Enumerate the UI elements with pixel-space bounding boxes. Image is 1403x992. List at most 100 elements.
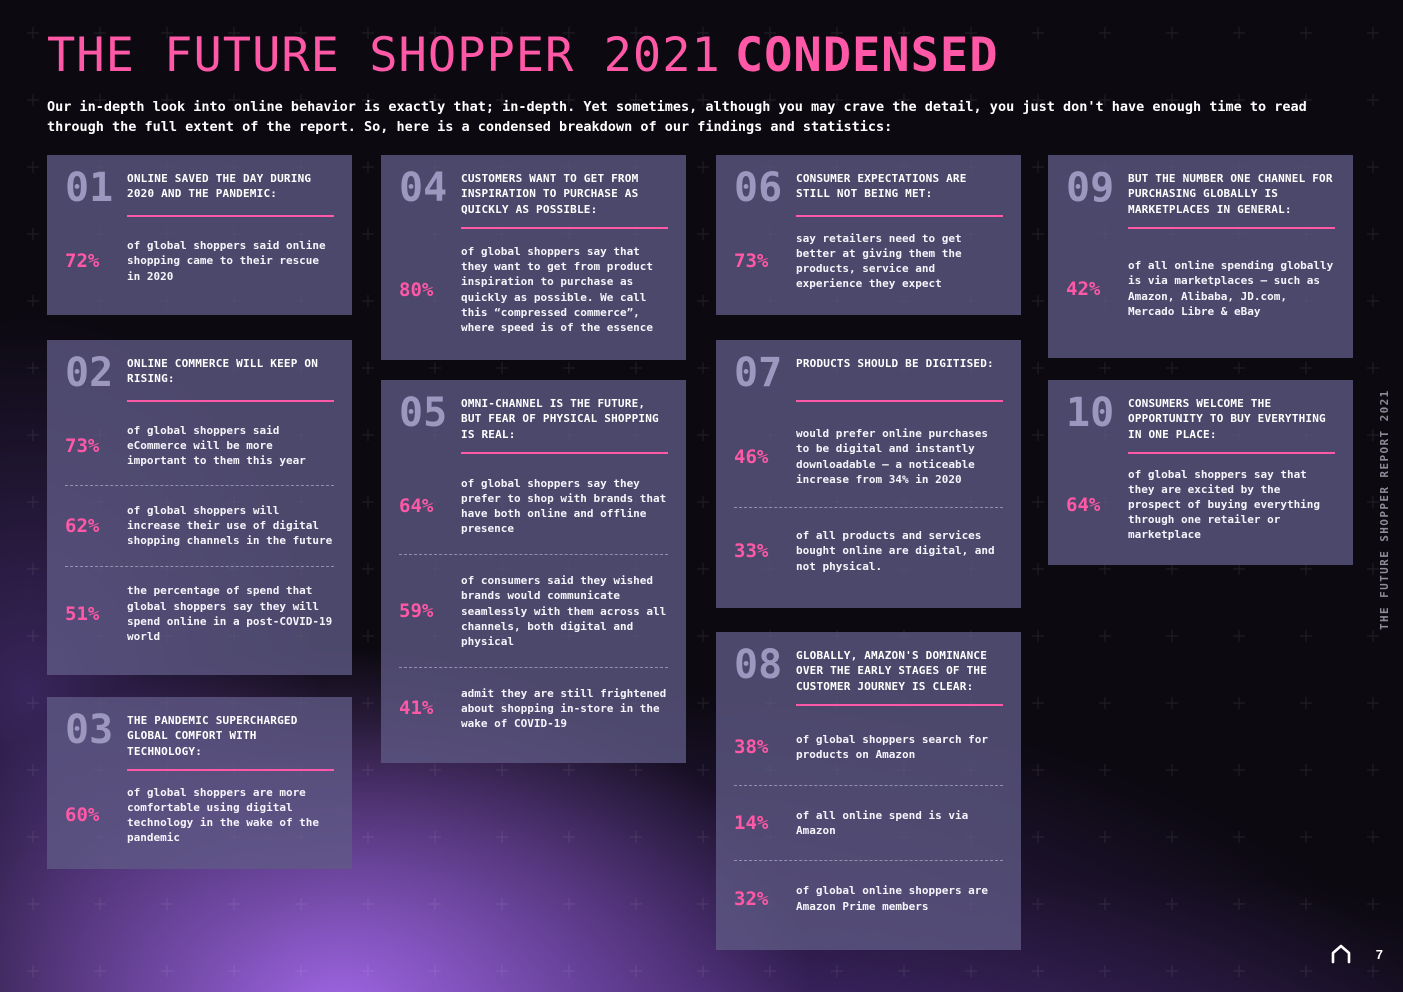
stat-value: 38% xyxy=(734,736,769,759)
pink-divider xyxy=(127,769,334,772)
stat-value: 41% xyxy=(399,697,434,720)
card-heading: CONSUMER EXPECTATIONS ARE STILL NOT BEIN… xyxy=(796,172,967,201)
card-header: 08 GLOBALLY, AMAZON'S DOMINANCE OVER THE… xyxy=(734,642,1003,694)
pink-divider xyxy=(796,215,1003,217)
stat-row: 73% say retailers need to get better at … xyxy=(734,228,1003,295)
pink-divider xyxy=(127,215,334,217)
card-heading: GLOBALLY, AMAZON'S DOMINANCE OVER THE EA… xyxy=(796,649,988,693)
pink-divider xyxy=(461,227,668,230)
card-heading: PRODUCTS SHOULD BE DIGITISED: xyxy=(796,357,994,370)
stat-value: 62% xyxy=(65,514,100,537)
intro-paragraph: Our in-depth look into online behavior i… xyxy=(47,99,1307,135)
card-number: 04 xyxy=(399,165,448,211)
card-number: 02 xyxy=(65,350,114,396)
card-heading: CONSUMERS WELCOME THE OPPORTUNITY TO BUY… xyxy=(1128,397,1326,441)
card-stats: 72% of global shoppers said online shopp… xyxy=(65,223,334,299)
dashed-divider xyxy=(65,565,334,567)
card-number: 07 xyxy=(734,350,783,396)
stat-row: 38% of global shoppers search for produc… xyxy=(734,729,1003,765)
stat-value: 59% xyxy=(399,600,434,623)
card-number: 09 xyxy=(1066,165,1115,211)
stat-card-04: 04 CUSTOMERS WANT TO GET FROM INSPIRATIO… xyxy=(381,155,686,360)
stat-text: of all online spend is via Amazon xyxy=(796,808,969,838)
card-header: 02 ONLINE COMMERCE WILL KEEP ON RISING: xyxy=(65,350,334,396)
card-number: 01 xyxy=(65,165,114,211)
pink-divider xyxy=(127,400,334,402)
stat-row: 14% of all online spend is via Amazon xyxy=(734,805,1003,841)
stat-text: of consumers said they wished brands wou… xyxy=(461,574,667,648)
stat-card-03: 03 THE PANDEMIC SUPERCHARGED GLOBAL COMF… xyxy=(47,697,352,869)
card-stats: 73% of global shoppers said eCommerce wi… xyxy=(65,408,334,659)
stat-row: 64% of global shoppers say that they are… xyxy=(1066,464,1335,546)
home-arch-logo-icon xyxy=(1331,944,1351,964)
stat-row: 80% of global shoppers say that they wan… xyxy=(399,241,668,338)
stat-card-01: 01 ONLINE SAVED THE DAY DURING 2020 AND … xyxy=(47,155,352,315)
stat-row: 64% of global shoppers say they prefer t… xyxy=(399,473,668,540)
stat-card-07: 07 PRODUCTS SHOULD BE DIGITISED: 46% wou… xyxy=(716,340,1021,608)
page-title-bold: CONDENSED xyxy=(734,28,999,83)
stat-value: 72% xyxy=(65,249,100,272)
stat-value: 64% xyxy=(1066,493,1101,516)
stat-text: of global shoppers search for products o… xyxy=(796,733,989,762)
stat-value: 32% xyxy=(734,887,769,910)
report-spine-label: THE FUTURE SHOPPER REPORT 2021 xyxy=(1378,389,1391,630)
stat-row: 46% would prefer online purchases to be … xyxy=(734,423,1003,490)
stat-row: 41% admit they are still frightened abou… xyxy=(399,683,668,735)
stat-card-08: 08 GLOBALLY, AMAZON'S DOMINANCE OVER THE… xyxy=(716,632,1021,950)
stat-text: of global shoppers say they prefer to sh… xyxy=(461,476,667,536)
card-header: 04 CUSTOMERS WANT TO GET FROM INSPIRATIO… xyxy=(399,165,668,217)
card-header: 07 PRODUCTS SHOULD BE DIGITISED: xyxy=(734,350,1003,396)
stat-text: of global shoppers said online shopping … xyxy=(127,239,326,283)
dashed-divider xyxy=(399,554,668,556)
stat-value: 46% xyxy=(734,445,769,468)
stat-value: 51% xyxy=(65,602,100,625)
stat-text: admit they are still frightened about sh… xyxy=(461,686,667,730)
stat-card-06: 06 CONSUMER EXPECTATIONS ARE STILL NOT B… xyxy=(716,155,1021,315)
stat-text: of global shoppers are more comfortable … xyxy=(127,785,320,845)
card-number: 06 xyxy=(734,165,783,211)
dashed-divider xyxy=(65,485,334,487)
card-header: 01 ONLINE SAVED THE DAY DURING 2020 AND … xyxy=(65,165,334,211)
card-stats: 64% of global shoppers say that they are… xyxy=(1066,460,1335,549)
stat-text: of global shoppers will increase their u… xyxy=(127,504,333,548)
stat-text: of global shoppers say that they want to… xyxy=(461,245,654,334)
card-header: 05 OMNI-CHANNEL IS THE FUTURE, BUT FEAR … xyxy=(399,390,668,442)
card-number: 03 xyxy=(65,707,114,753)
page-title-regular: THE FUTURE SHOPPER 2021 xyxy=(47,28,721,83)
card-stats: 73% say retailers need to get better at … xyxy=(734,223,1003,299)
stat-card-10: 10 CONSUMERS WELCOME THE OPPORTUNITY TO … xyxy=(1048,380,1353,565)
stat-text: of global online shoppers are Amazon Pri… xyxy=(796,884,989,913)
pink-divider xyxy=(1128,227,1335,230)
card-stats: 64% of global shoppers say they prefer t… xyxy=(399,460,668,747)
stat-row: 32% of global online shoppers are Amazon… xyxy=(734,880,1003,916)
stat-value: 64% xyxy=(399,495,434,518)
stat-value: 73% xyxy=(65,434,100,457)
stat-card-02: 02 ONLINE COMMERCE WILL KEEP ON RISING: … xyxy=(47,340,352,675)
page-number: 7 xyxy=(1375,947,1383,962)
card-heading: BUT THE NUMBER ONE CHANNEL FOR PURCHASIN… xyxy=(1128,172,1333,216)
card-header: 06 CONSUMER EXPECTATIONS ARE STILL NOT B… xyxy=(734,165,1003,211)
card-number: 05 xyxy=(399,390,448,436)
dashed-divider xyxy=(734,507,1003,509)
stat-value: 33% xyxy=(734,540,769,562)
stat-value: 60% xyxy=(65,804,100,827)
stat-row: 59% of consumers said they wished brands… xyxy=(399,570,668,652)
card-header: 03 THE PANDEMIC SUPERCHARGED GLOBAL COMF… xyxy=(65,707,334,759)
stat-text: of global shoppers said eCommerce will b… xyxy=(127,423,306,468)
stat-row: 72% of global shoppers said online shopp… xyxy=(65,235,334,287)
card-heading: THE PANDEMIC SUPERCHARGED GLOBAL COMFORT… xyxy=(127,714,298,758)
stat-row: 62% of global shoppers will increase the… xyxy=(65,500,334,552)
stat-text: the percentage of spend that global shop… xyxy=(127,584,333,643)
stat-row: 51% the percentage of spend that global … xyxy=(65,580,334,647)
card-heading: CUSTOMERS WANT TO GET FROM INSPIRATION T… xyxy=(461,172,639,216)
pink-divider xyxy=(1128,452,1335,455)
pink-divider xyxy=(796,400,1003,402)
stat-text: of all online spending globally is via m… xyxy=(1128,259,1334,318)
stat-text: would prefer online purchases to be digi… xyxy=(796,427,989,486)
stat-row: 33% of all products and services bought … xyxy=(734,525,1003,577)
card-header: 10 CONSUMERS WELCOME THE OPPORTUNITY TO … xyxy=(1066,390,1335,442)
card-number: 08 xyxy=(734,642,783,688)
card-number: 10 xyxy=(1066,390,1115,436)
stat-text: say retailers need to get better at givi… xyxy=(796,231,962,291)
